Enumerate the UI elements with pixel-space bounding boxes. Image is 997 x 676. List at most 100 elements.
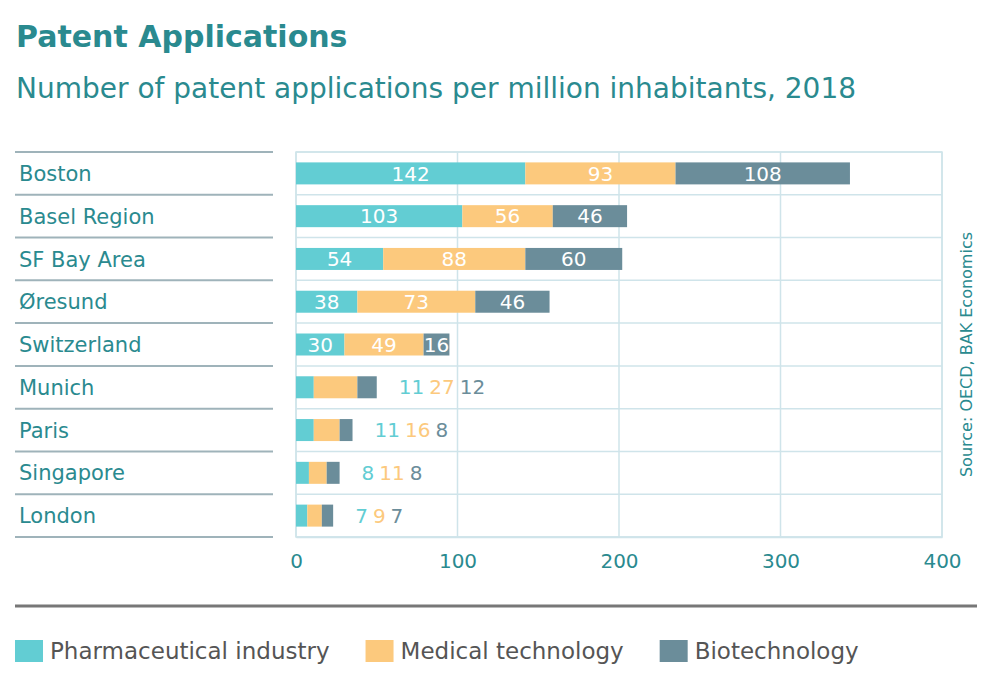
tick-label: 100 — [439, 549, 477, 573]
bar — [296, 505, 307, 527]
data-label: 7 — [355, 504, 368, 528]
label-separator — [15, 322, 273, 324]
category-label: Singapore — [19, 461, 125, 485]
data-label: 103 — [360, 204, 398, 228]
row-separator — [296, 280, 942, 282]
data-label: 9 — [373, 504, 386, 528]
label-separator — [15, 151, 273, 153]
label-separator — [15, 237, 273, 239]
row-separator — [296, 493, 942, 495]
data-label: 49 — [371, 333, 396, 357]
label-separator — [15, 450, 273, 452]
axis-line — [297, 537, 943, 539]
x-axis: 0 100 200 300 400 — [290, 537, 961, 573]
data-label: 16 — [424, 333, 449, 357]
data-label: 16 — [405, 418, 430, 442]
tick: 200 — [600, 537, 638, 573]
row-separator — [296, 408, 942, 410]
bars — [296, 162, 850, 526]
tick-label: 300 — [762, 549, 800, 573]
tick: 100 — [439, 537, 477, 573]
data-label: 73 — [404, 290, 429, 314]
data-label: 54 — [327, 247, 352, 271]
bar — [340, 419, 353, 441]
row-separator — [296, 237, 942, 239]
category-label: London — [19, 504, 96, 528]
tick-label: 400 — [923, 549, 961, 573]
bar — [309, 462, 327, 484]
legend-label: Pharmaceutical industry — [50, 638, 330, 664]
category-label: Øresund — [19, 290, 108, 314]
data-label: 11 — [375, 418, 400, 442]
legend-item: Medical technology — [366, 638, 624, 664]
plot-frame — [296, 152, 942, 537]
data-label: 60 — [561, 247, 586, 271]
data-label: 108 — [744, 162, 782, 186]
legend-swatch — [15, 640, 43, 662]
label-separator — [15, 536, 273, 538]
category-label: Boston — [19, 162, 92, 186]
label-separator — [15, 279, 273, 281]
label-separator — [15, 493, 273, 495]
legend-swatch — [660, 640, 688, 662]
row-separators — [15, 152, 942, 537]
data-label: 30 — [307, 333, 332, 357]
grid-line — [941, 152, 943, 537]
grid-line — [780, 152, 782, 537]
data-label: 38 — [314, 290, 339, 314]
data-label: 8 — [410, 461, 423, 485]
data-label: 7 — [391, 504, 404, 528]
legend-swatch — [366, 640, 394, 662]
row-separator — [296, 322, 942, 324]
category-label: Munich — [19, 376, 94, 400]
tick: 300 — [762, 537, 800, 573]
bar — [314, 376, 358, 398]
data-label: 27 — [429, 375, 454, 399]
legend-item: Biotechnology — [660, 638, 859, 664]
bar — [296, 419, 314, 441]
row-separator — [296, 451, 942, 453]
tick-label: 200 — [600, 549, 638, 573]
legend-label: Biotechnology — [695, 638, 859, 664]
data-label: 46 — [500, 290, 525, 314]
tick: 0 — [290, 537, 303, 573]
data-label: 88 — [442, 247, 467, 271]
category-label: Paris — [19, 419, 69, 443]
category-label: Switzerland — [19, 333, 142, 357]
data-label: 12 — [460, 375, 485, 399]
bar — [307, 505, 322, 527]
category-labels: Boston Basel Region SF Bay Area Øresund Swit… — [19, 162, 155, 528]
data-label: 11 — [379, 461, 404, 485]
data-label: 8 — [435, 418, 448, 442]
series — [307, 162, 675, 526]
data-label: 11 — [399, 375, 424, 399]
subtitle: Number of patent applications per millio… — [16, 72, 856, 105]
row-separator — [296, 365, 942, 367]
label-separator — [15, 365, 273, 367]
category-label: SF Bay Area — [19, 248, 146, 272]
category-label: Basel Region — [19, 205, 155, 229]
divider — [15, 605, 977, 608]
chart: Patent Applications Number of patent appl… — [0, 0, 997, 676]
tick-label: 0 — [290, 549, 303, 573]
data-label: 93 — [588, 162, 613, 186]
source: Source: OECD, BAK Economics — [957, 232, 976, 477]
row-separator — [296, 536, 942, 538]
legend: Pharmaceutical industry Medical technolog… — [15, 638, 859, 664]
legend-item: Pharmaceutical industry — [15, 638, 330, 664]
label-separator — [15, 408, 273, 410]
data-label: 56 — [495, 204, 520, 228]
legend-label: Medical technology — [401, 638, 624, 664]
bar — [322, 505, 333, 527]
data-labels: 1429310810356465488603873463049161127121… — [307, 162, 781, 528]
bar — [296, 376, 314, 398]
data-label: 8 — [362, 461, 375, 485]
title: Patent Applications — [16, 19, 347, 54]
data-label: 46 — [577, 204, 602, 228]
label-separator — [15, 194, 273, 196]
bar — [357, 376, 376, 398]
bar — [314, 419, 340, 441]
grid — [296, 152, 942, 537]
row-separator — [296, 151, 942, 153]
row-separator — [296, 194, 942, 196]
